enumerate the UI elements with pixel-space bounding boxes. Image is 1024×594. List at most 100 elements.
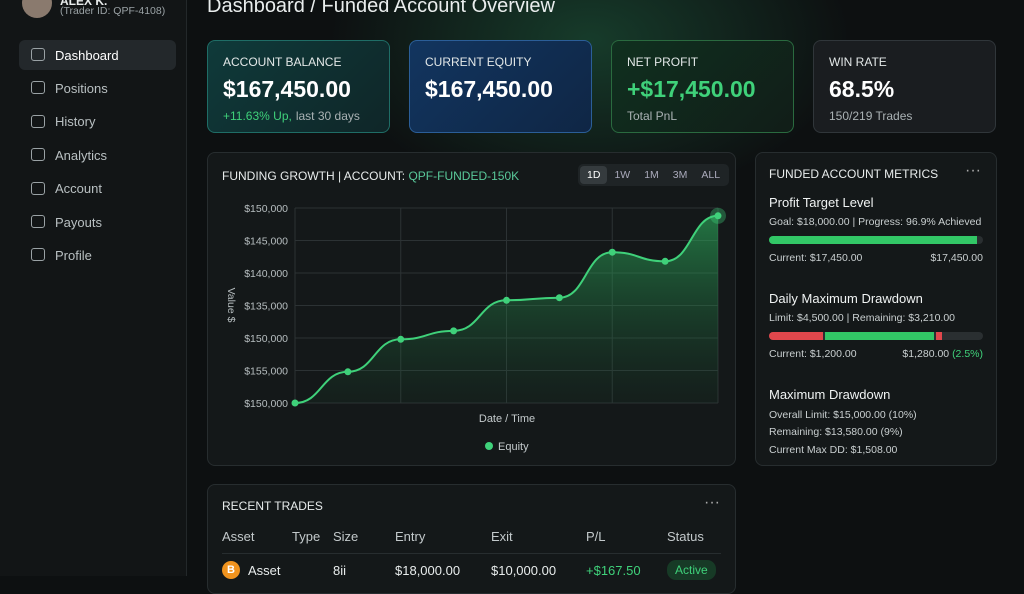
user-name: ALEX K. xyxy=(60,0,108,8)
card-label: ACCOUNT BALANCE xyxy=(223,55,342,69)
menu-icon[interactable]: ··· xyxy=(704,494,720,511)
card-label: CURRENT EQUITY xyxy=(425,55,532,69)
trades-title: RECENT TRADES xyxy=(222,499,323,513)
metric-text: Current: $1,200.00 xyxy=(769,348,857,360)
legend-marker xyxy=(485,442,493,450)
nav-item[interactable]: Profile xyxy=(19,240,176,270)
cell: +$167.50 xyxy=(586,563,641,578)
card-note: +11.63% Up, last 30 days xyxy=(223,109,374,123)
asset-icon: B xyxy=(222,561,240,579)
page-title: Dashboard / Funded Account Overview xyxy=(207,0,555,17)
card-note: 150/219 Trades xyxy=(829,109,980,123)
nav-icon xyxy=(31,114,45,128)
cell: $10,000.00 xyxy=(491,563,557,578)
y-tick-label: $150,000 xyxy=(244,333,288,345)
metric-title: Profit Target Level xyxy=(769,195,874,210)
cell: 8ii xyxy=(333,563,347,578)
nav-icon xyxy=(31,81,45,95)
metric-pct: (2.5%) xyxy=(952,348,983,360)
chart-title: FUNDING GROWTH | ACCOUNT: QPF-FUNDED-150… xyxy=(222,169,519,183)
point xyxy=(503,296,510,304)
chart-panel: FUNDING GROWTH | ACCOUNT: QPF-FUNDED-150… xyxy=(207,152,736,466)
metric-text: Overall Limit: $15,000.00 (10%) xyxy=(769,408,917,421)
y-axis-label: Value $ xyxy=(225,288,237,323)
card-value: $167,450.00 xyxy=(425,76,553,102)
card-value: +$17,450.00 xyxy=(627,76,756,102)
nav-item[interactable]: Dashboard xyxy=(19,40,176,70)
stat-card: ACCOUNT BALANCE $167,450.00 +11.63% Up, las… xyxy=(207,40,390,133)
metric-text: Remaining: $13,580.00 (9%) xyxy=(769,426,903,438)
sidebar: ALEX K. (Trader ID: QPF-4108) Dashboard P… xyxy=(0,0,187,576)
nav-item[interactable]: Analytics xyxy=(19,140,176,170)
stat-card: WIN RATE 68.5% 150/219 Trades xyxy=(813,40,996,133)
page: ALEX K. (Trader ID: QPF-4108) Dashboard P… xyxy=(0,0,997,594)
range-tab[interactable]: 1W xyxy=(614,169,631,181)
divider xyxy=(222,553,721,554)
trader-id: (Trader ID: QPF-4108) xyxy=(60,5,166,17)
metrics-title: FUNDED ACCOUNT METRICS xyxy=(769,167,939,181)
column-header: Type xyxy=(292,529,321,544)
nav-icon xyxy=(31,215,45,228)
metric-text: $17,450.00 xyxy=(930,252,983,264)
card-value: $167,450.00 xyxy=(223,76,351,102)
nav-item[interactable]: Account xyxy=(19,174,176,204)
account-id: QPF-FUNDED-150K xyxy=(408,169,520,183)
avatar xyxy=(22,0,52,18)
nav-item[interactable]: Payouts xyxy=(19,207,176,237)
area xyxy=(295,215,718,403)
metric-text: Current: $17,450.00 xyxy=(769,252,863,264)
nav-icon xyxy=(31,248,45,262)
column-header: Exit xyxy=(491,529,513,544)
trades-panel: RECENT TRADES ··· Asset Type Size Entry Exit… xyxy=(207,484,736,594)
y-tick-label: $145,000 xyxy=(244,236,288,248)
card-note-text: 150/219 Trades xyxy=(829,109,913,123)
chart: $150,000 $145,000 $140,000 $135,000 $150,000… xyxy=(225,203,726,453)
drawdown-bar xyxy=(769,332,983,340)
column-header: Size xyxy=(333,529,359,544)
metric-text: $1,280.00 xyxy=(902,348,950,360)
point xyxy=(397,335,405,343)
column-header: Status xyxy=(667,529,704,544)
nav-item[interactable]: Positions xyxy=(19,73,176,103)
metric-text: Limit: $4,500.00 | Remaining: $3,210.00 xyxy=(769,312,956,324)
point xyxy=(450,327,458,335)
progress-fill xyxy=(769,236,977,244)
metric-text: Goal: $18,000.00 | Progress: 96.9% Achie… xyxy=(769,216,982,228)
chart-title-text: FUNDING GROWTH | ACCOUNT: xyxy=(222,169,406,183)
stat-card: CURRENT EQUITY $167,450.00 xyxy=(409,40,592,133)
range-tab[interactable]: 1M xyxy=(644,169,659,181)
card-label: NET PROFIT xyxy=(627,55,699,69)
y-tick-label: $155,000 xyxy=(244,366,288,378)
y-tick-label: $150,000 xyxy=(244,398,288,410)
point xyxy=(714,212,722,220)
card-label: WIN RATE xyxy=(829,55,887,69)
range-tab[interactable]: ALL xyxy=(701,169,721,181)
nav-icon xyxy=(31,181,45,195)
nav-item[interactable]: History xyxy=(19,107,176,137)
point xyxy=(291,399,299,407)
metrics-panel: FUNDED ACCOUNT METRICS ··· Profit Target… xyxy=(755,152,997,466)
card-note-text: last 30 days xyxy=(295,109,360,123)
nav-icon xyxy=(31,48,45,61)
menu-icon[interactable]: ··· xyxy=(965,162,981,179)
range-tabs: 1D 1W 1M 3M ALL xyxy=(578,164,730,186)
card-value: 68.5% xyxy=(829,76,895,102)
metric-text: Current Max DD: $1,508.00 xyxy=(769,443,898,456)
column-header: P/L xyxy=(586,529,606,544)
x-axis-label: Date / Time xyxy=(479,413,535,425)
card-note-text: Total PnL xyxy=(627,109,678,123)
nav-icon xyxy=(31,148,45,162)
range-tab[interactable]: 1D xyxy=(580,166,608,184)
point xyxy=(661,257,669,265)
point xyxy=(555,294,563,302)
column-header: Entry xyxy=(395,529,426,544)
card-note-highlight: +11.63% Up, xyxy=(223,109,292,123)
progress-bar xyxy=(769,236,983,244)
status-badge: Active xyxy=(667,560,716,580)
point xyxy=(608,248,616,256)
y-tick-label: $140,000 xyxy=(244,268,288,280)
cell: Asset xyxy=(248,563,281,578)
y-tick-label: $150,000 xyxy=(244,203,288,215)
metric-title: Maximum Drawdown xyxy=(769,387,891,402)
range-tab[interactable]: 3M xyxy=(672,169,688,181)
